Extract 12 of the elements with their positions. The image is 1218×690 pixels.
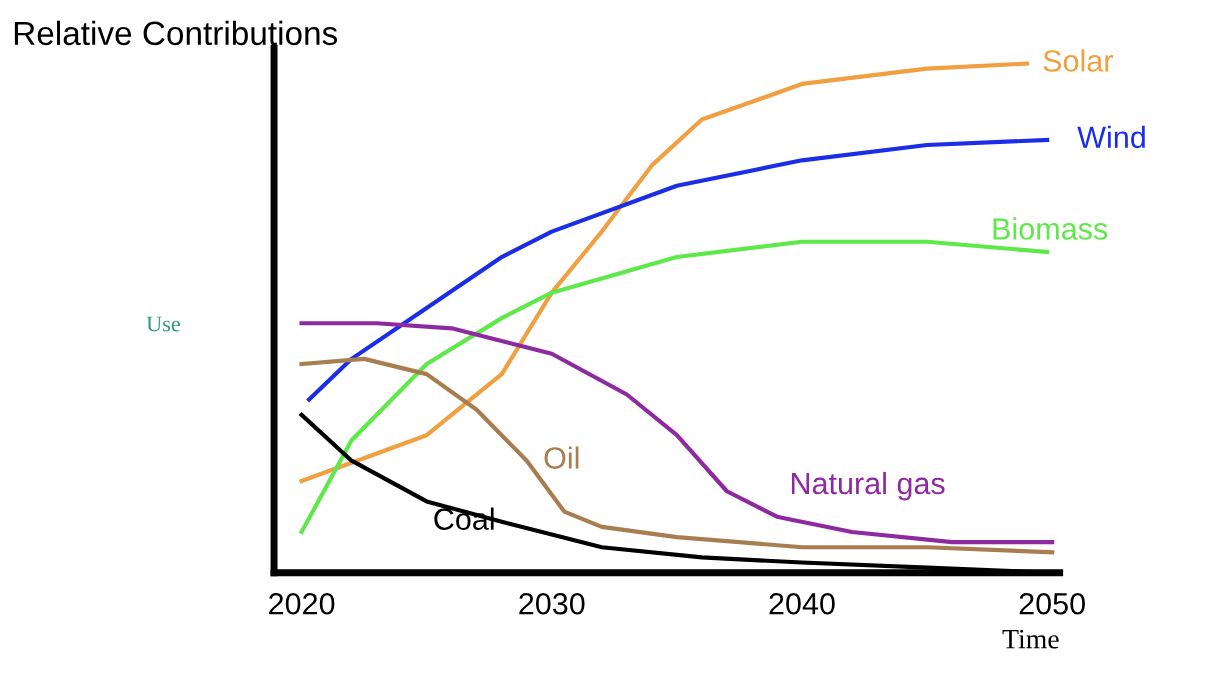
x-tick-label: 2030: [519, 592, 585, 615]
series-label: Solar: [1043, 49, 1113, 72]
x-axis-title: Time: [1002, 629, 1059, 649]
series-label: Natural gas: [791, 471, 945, 501]
y-axis-title: Relative Contributions: [14, 20, 338, 46]
x-tick-label: 2040: [769, 592, 835, 615]
series-label: Wind: [1077, 125, 1145, 149]
text: Use: [146, 316, 180, 332]
x-tick-label: 2050: [1019, 592, 1085, 615]
series-label: Oil: [544, 446, 579, 469]
x-tick-label: 2020: [269, 592, 335, 615]
series-label: Biomass: [993, 217, 1108, 240]
